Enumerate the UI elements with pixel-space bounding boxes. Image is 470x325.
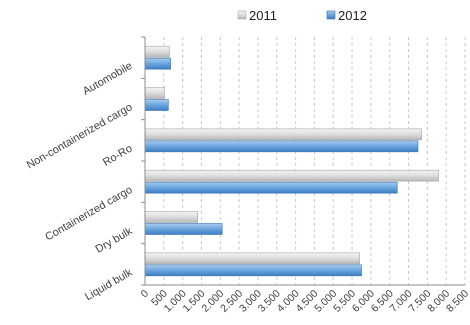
category-label-ro-ro: Ro-Ro — [101, 143, 135, 169]
grid — [163, 37, 466, 285]
bar-non-containerized-cargo-2012 — [144, 99, 169, 111]
category-label-dry-bulk: Dry bulk — [94, 225, 135, 256]
axes — [141, 36, 465, 286]
bar-containerized-cargo-2011 — [144, 169, 439, 182]
bar-liquid-bulk-2012 — [144, 264, 362, 277]
bar-dry-bulk-2012 — [144, 223, 223, 235]
legend-label-2012: 2012 — [338, 8, 367, 23]
x-tick-label: 8.500 — [444, 288, 470, 315]
category-label-liquid-bulk: Liquid bulk — [83, 266, 135, 303]
bar-ro-ro-2011 — [144, 128, 423, 141]
x-tick-label: 0 — [139, 288, 152, 301]
bar-ro-ro-2012 — [144, 140, 419, 153]
legend: 2011 2012 — [237, 8, 367, 23]
bars — [144, 45, 439, 277]
legend-label-2011: 2011 — [249, 8, 277, 23]
bar-dry-bulk-2011 — [144, 211, 199, 223]
legend-swatch-2011 — [237, 10, 247, 20]
category-label-automobile: Automobile — [81, 60, 135, 98]
bar-non-containerized-cargo-2011 — [144, 87, 165, 99]
legend-swatch-2012 — [326, 10, 336, 20]
bar-containerized-cargo-2012 — [144, 181, 398, 194]
tick-labels: 05001.0001.5002.0002.5003.0003.5004.0004… — [139, 288, 470, 315]
bar-automobile-2012 — [144, 57, 171, 70]
bar-liquid-bulk-2011 — [144, 252, 360, 265]
bar-automobile-2011 — [144, 45, 170, 58]
